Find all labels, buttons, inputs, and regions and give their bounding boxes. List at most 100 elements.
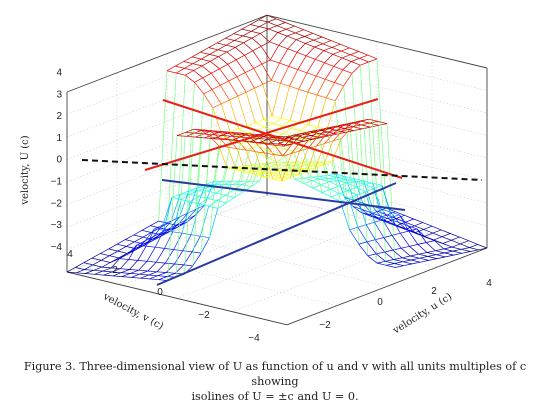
surface-line-v <box>263 119 273 125</box>
surface-line-u <box>271 174 281 177</box>
surface-line-u <box>171 216 180 222</box>
surface-line-v <box>260 46 271 61</box>
surface-line-v <box>267 138 278 141</box>
surface-line-v <box>266 149 277 155</box>
surface-line-u <box>352 206 362 213</box>
surface-line-v <box>326 97 336 102</box>
surface-line-u <box>334 85 345 101</box>
surface-line-v <box>229 133 239 135</box>
surface-line-v <box>396 225 407 230</box>
surface-line-v <box>352 126 363 130</box>
surface-line-v <box>116 243 127 247</box>
surface-line-v <box>315 58 325 64</box>
surface-line-v <box>129 269 139 271</box>
surface-line-v <box>319 175 329 179</box>
surface-line-v <box>242 164 253 193</box>
surface-line-u <box>315 50 324 60</box>
surface-line-u <box>202 72 212 79</box>
surface-line-v <box>245 171 255 175</box>
surface-line-u <box>207 192 217 199</box>
surface-line-v <box>368 61 379 212</box>
surface-line-u <box>76 269 85 274</box>
surface-line-v <box>184 129 195 275</box>
surface-line-u <box>361 122 370 126</box>
surface-line-v <box>112 275 123 277</box>
surface-line-v <box>93 269 103 272</box>
surface-line-u <box>230 128 239 133</box>
surface-line-v <box>220 103 231 133</box>
surface-line-u <box>317 97 327 128</box>
surface-line-u <box>235 42 244 48</box>
surface-line-v <box>184 67 194 71</box>
z-tick-label: 2 <box>56 111 62 122</box>
surface-line-v <box>351 73 362 213</box>
surface-line-u <box>315 62 325 77</box>
surface-line-v <box>319 133 329 137</box>
surface-line-u <box>400 230 409 234</box>
surface-line-u <box>342 61 352 71</box>
surface-line-v <box>336 129 346 133</box>
surface-line-u <box>444 250 453 254</box>
surface-line-v <box>258 19 268 23</box>
surface-line-v <box>204 137 214 139</box>
surface-line-v <box>289 150 300 178</box>
surface-line-v <box>315 135 326 147</box>
surface-line-v <box>405 221 415 227</box>
surface-line-v <box>191 56 202 60</box>
surface-line-v <box>159 227 169 231</box>
surface-line-u <box>211 84 221 90</box>
surface-line-v <box>345 176 355 180</box>
surface-line-v <box>377 210 388 216</box>
surface-line-v <box>273 131 283 135</box>
surface-line-u <box>355 180 364 183</box>
z-tick-label: −1 <box>51 177 63 188</box>
surface-line-v <box>442 243 453 248</box>
surface-line-v <box>200 136 211 254</box>
surface-line-v <box>340 128 351 139</box>
caption-line-1: Figure 3. Three-dimensional view of U as… <box>23 360 527 388</box>
surface-line-v <box>431 225 442 231</box>
surface-line-v <box>418 253 428 257</box>
surface-line-u <box>305 39 314 44</box>
surface-line-v <box>140 277 150 280</box>
surface-line-u <box>201 54 210 60</box>
surface-line-v <box>367 255 378 264</box>
surface-line-v <box>460 243 470 248</box>
surface-line-v <box>336 174 346 177</box>
surface-line-v <box>424 235 434 241</box>
surface-line-u <box>354 178 364 204</box>
surface-line-v <box>172 231 183 234</box>
surface-line-v <box>349 47 359 52</box>
surface-line-u <box>323 47 333 51</box>
surface-line-v <box>443 248 453 252</box>
surface-line-v <box>265 143 275 146</box>
surface-line-v <box>296 51 307 57</box>
surface-line-v <box>291 127 301 131</box>
surface-line-u <box>402 259 412 263</box>
surface-line-v <box>210 61 220 70</box>
surface-line-u <box>138 261 148 271</box>
surface-line-v <box>395 211 405 216</box>
surface-line-v <box>240 143 250 150</box>
surface-line-v <box>261 63 272 81</box>
surface-line-v <box>201 130 212 133</box>
surface-line-u <box>314 43 323 48</box>
surface-line-v <box>272 123 283 127</box>
surface-line-v <box>409 246 419 255</box>
surface-line-u <box>386 263 395 266</box>
surface-line-v <box>391 235 402 249</box>
surface-line-u <box>142 232 152 238</box>
axes-edge <box>66 14 268 93</box>
surface-line-u <box>268 139 278 144</box>
surface-line-v <box>183 61 193 65</box>
surface-line-v <box>266 136 276 139</box>
surface-line-u <box>306 59 316 73</box>
surface-line-u <box>131 273 140 278</box>
surface-line-u <box>340 197 349 202</box>
surface-line-u <box>276 148 285 155</box>
surface-line-u <box>212 131 222 136</box>
z-tick-label: −4 <box>51 242 63 253</box>
surface-line-v <box>280 82 290 87</box>
surface-line-u <box>461 247 470 250</box>
surface-line-u <box>75 262 84 268</box>
